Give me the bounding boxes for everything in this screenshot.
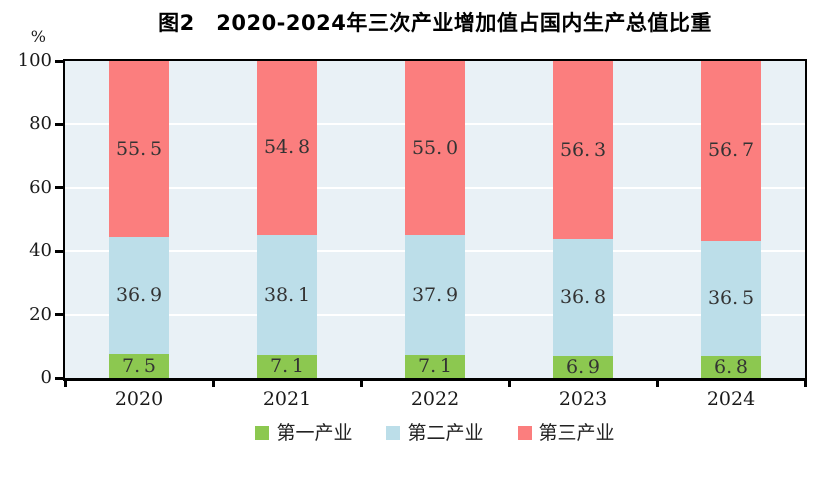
x-axis-tick <box>359 380 363 387</box>
bar-segment-第三产业: 56. 7 <box>701 61 761 241</box>
bar-value-label: 37. 9 <box>411 283 459 306</box>
y-axis-unit-label: % <box>30 27 46 46</box>
bar-value-label: 7. 1 <box>269 355 304 378</box>
legend: 第一产业 第二产业 第三产业 <box>63 420 807 446</box>
x-axis-tick <box>655 380 659 387</box>
y-tick-label: 20 <box>29 303 52 325</box>
x-axis-tick <box>803 380 807 387</box>
bar-segment-第二产业: 37. 9 <box>405 235 465 356</box>
y-axis-tick <box>55 59 63 63</box>
bar-segment-第三产业: 55. 0 <box>405 61 465 236</box>
bar-value-label: 54. 8 <box>263 136 311 159</box>
bar-value-label: 55. 0 <box>411 136 459 159</box>
y-tick-label: 60 <box>29 176 52 198</box>
bar-value-label: 7. 1 <box>417 355 452 378</box>
y-axis-tick <box>55 313 63 317</box>
bar-segment-第三产业: 55. 5 <box>109 61 169 238</box>
bar-segment-第一产业: 6. 8 <box>701 356 761 378</box>
legend-swatch <box>386 426 401 440</box>
legend-label: 第三产业 <box>538 421 615 444</box>
x-axis-tick <box>211 380 215 387</box>
bar-group-2020: 7. 5 36. 9 55. 5 <box>109 61 169 378</box>
bar-group-2024: 6. 8 36. 5 56. 7 <box>701 61 761 378</box>
x-tick-label: 2024 <box>706 388 756 410</box>
bar-value-label: 38. 1 <box>263 283 311 306</box>
bar-value-label: 6. 8 <box>713 355 748 378</box>
y-tick-label: 100 <box>17 50 52 71</box>
x-tick-label: 2023 <box>558 388 608 410</box>
bar-segment-第一产业: 7. 1 <box>257 355 317 378</box>
bar-segment-第二产业: 36. 9 <box>109 237 169 355</box>
x-tick-label: 2022 <box>410 388 460 410</box>
chart-title: 图2 2020-2024年三次产业增加值占国内生产总值比重 <box>158 11 712 35</box>
legend-item-第一产业: 第一产业 <box>255 421 353 444</box>
legend-item-第三产业: 第三产业 <box>517 421 615 444</box>
y-axis-tick <box>55 249 63 253</box>
bar-value-label: 36. 5 <box>707 287 755 310</box>
bar-value-label: 36. 9 <box>115 284 163 307</box>
bar-value-label: 55. 5 <box>115 137 163 160</box>
bar-segment-第一产业: 6. 9 <box>553 356 613 378</box>
bar-segment-第三产业: 54. 8 <box>257 61 317 235</box>
bar-value-label: 6. 9 <box>565 355 600 378</box>
bar-value-label: 56. 3 <box>559 138 607 161</box>
y-tick-label: 80 <box>29 113 52 135</box>
bar-segment-第二产业: 36. 5 <box>701 240 761 357</box>
x-axis-tick <box>63 380 67 387</box>
y-tick-label: 40 <box>29 240 52 262</box>
bar-segment-第二产业: 36. 8 <box>553 239 613 357</box>
bar-value-label: 7. 5 <box>121 354 156 377</box>
bar-segment-第二产业: 38. 1 <box>257 234 317 356</box>
y-axis-tick <box>55 376 63 380</box>
bar-value-label: 56. 7 <box>707 139 755 162</box>
bar-segment-第一产业: 7. 5 <box>109 354 169 378</box>
legend-swatch <box>255 426 270 440</box>
legend-swatch <box>517 426 532 440</box>
bar-group-2021: 7. 1 38. 1 54. 8 <box>257 61 317 378</box>
legend-label: 第一产业 <box>276 421 353 444</box>
bar-value-label: 36. 8 <box>559 286 607 309</box>
bar-segment-第三产业: 56. 3 <box>553 61 613 240</box>
legend-item-第二产业: 第二产业 <box>386 421 484 444</box>
y-axis-tick <box>55 186 63 190</box>
x-tick-label: 2021 <box>262 388 312 410</box>
y-axis-tick <box>55 122 63 126</box>
bar-group-2023: 6. 9 36. 8 56. 3 <box>553 61 613 378</box>
bar-segment-第一产业: 7. 1 <box>405 355 465 378</box>
x-tick-label: 2020 <box>114 388 164 410</box>
bar-group-2022: 7. 1 37. 9 55. 0 <box>405 61 465 378</box>
x-axis-tick <box>507 380 511 387</box>
plot-area: 7. 5 36. 9 55. 5 7. 1 38. 1 54. 8 7. 1 37. 9 55.… <box>63 59 807 381</box>
legend-label: 第二产业 <box>407 421 484 444</box>
y-tick-label: 0 <box>40 367 52 388</box>
